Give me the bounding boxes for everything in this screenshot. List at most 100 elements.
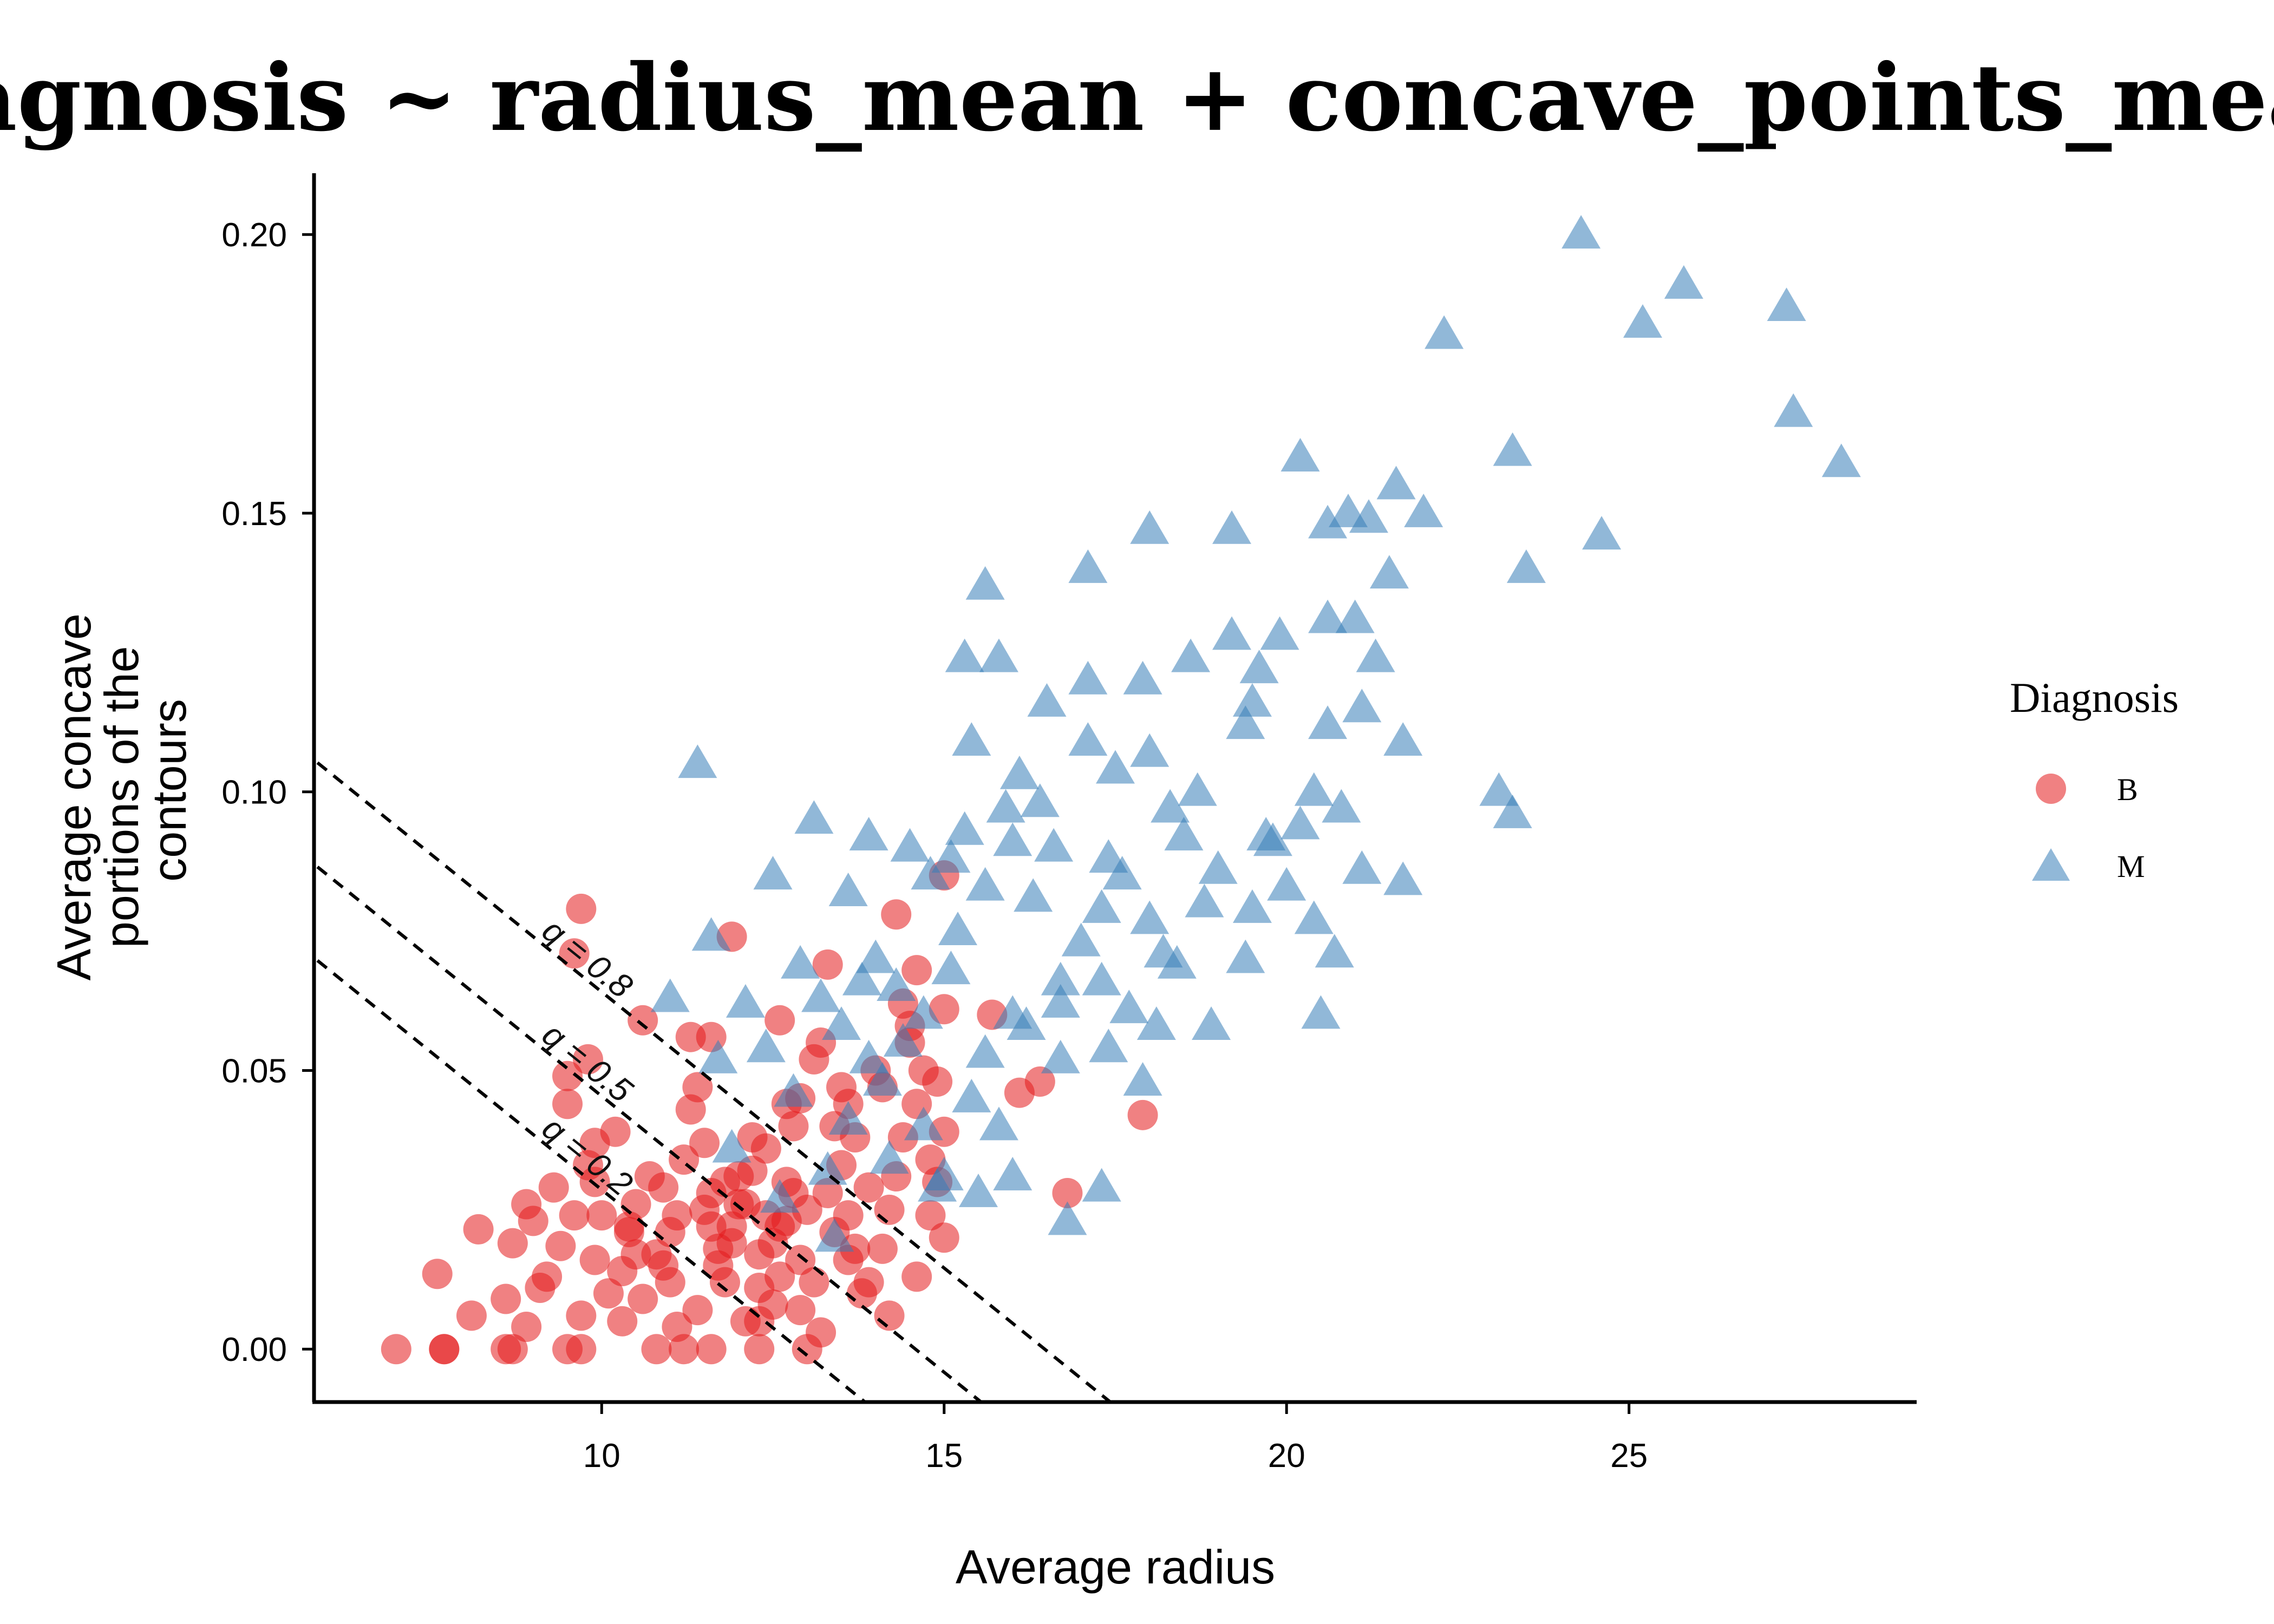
boundary-line [316,959,866,1404]
data-point-m [924,1157,964,1190]
data-point-m [1356,638,1395,672]
data-point-b [620,1239,651,1270]
data-point-m [911,856,950,890]
data-point-m [1294,772,1334,806]
x-axis-label: Average radius [956,1540,1275,1594]
data-point-b [929,1222,959,1253]
boundary-line [316,866,982,1404]
data-point-m [1479,772,1519,806]
data-point-m [1089,1029,1128,1063]
data-point-m [1151,789,1190,823]
data-point-m [965,566,1005,600]
data-point-m [1260,616,1299,650]
data-point-m [1383,861,1423,895]
data-point-m [698,1039,738,1073]
data-point-b [812,1177,843,1208]
data-point-m [1774,393,1813,427]
data-point-m [760,1179,800,1213]
data-point-b [628,1005,658,1036]
data-point-b [744,1334,775,1365]
data-point-m [1226,939,1265,973]
data-point-m [1376,466,1416,500]
data-point-m [1034,828,1074,862]
legend-label-b: B [2117,772,2138,807]
data-point-m [849,817,888,850]
data-point-m [1239,650,1279,684]
data-point-b [566,893,597,924]
data-point-m [1253,822,1292,856]
data-point-m [1369,555,1409,589]
data-point-m [1130,900,1169,934]
data-point-b [806,1317,837,1348]
data-point-m [1664,265,1703,299]
data-point-m [904,995,943,1029]
data-point-b [422,1259,453,1289]
series-b [381,860,1158,1365]
data-point-m [890,828,930,862]
data-point-m [1821,443,1861,477]
data-point-m [1424,315,1464,349]
data-point-m [904,1106,943,1141]
data-point-b [744,1272,775,1303]
data-point-m [1232,683,1272,717]
data-point-m [1082,1168,1121,1202]
data-point-m [1027,683,1067,717]
data-point-m [959,1173,998,1207]
data-point-b [579,1245,610,1275]
data-point-b [497,1228,528,1259]
data-point-m [1082,889,1121,923]
data-point-m [1020,783,1060,817]
data-point-b [744,1306,775,1337]
data-point-b [559,938,590,969]
data-point-m [1130,733,1169,767]
data-point-m [1068,722,1108,756]
chart-title: diagnosis ~ radius_mean + concave_points… [0,44,2274,152]
data-point-b [689,1128,720,1158]
y-tick-label: 0.10 [221,774,287,811]
data-point-m [842,961,881,996]
x-tick-label: 25 [1610,1437,1648,1475]
data-point-m [1280,806,1320,840]
legend: Diagnosis B M [2010,674,2179,884]
data-point-b [525,1272,556,1303]
data-point-m [828,1101,868,1135]
data-point-b [566,1334,597,1365]
data-point-b [559,1200,590,1231]
data-point-m [1506,549,1546,583]
data-point-m [1561,215,1601,249]
data-point-m [1143,934,1183,968]
data-point-b [716,1228,747,1259]
data-point-b [723,1189,754,1220]
data-point-m [1267,867,1306,901]
data-point-m [1349,499,1389,533]
data-point-m [965,867,1005,901]
data-point-b [628,1284,658,1314]
y-tick-label: 0.00 [221,1331,287,1368]
data-point-m [1308,705,1348,739]
data-point-m [1198,850,1238,884]
data-point-b [648,1250,679,1281]
data-point-m [1164,817,1204,850]
data-point-m [945,638,984,672]
y-axis-label-line-2: portions of the [95,646,148,948]
data-point-m [993,1157,1033,1190]
data-point-m [1315,934,1354,968]
data-point-b [429,1334,460,1365]
data-point-m [1041,961,1080,996]
data-point-b [737,1155,768,1186]
data-point-b [572,1044,603,1075]
data-point-m [1308,505,1348,539]
data-point-m [1335,599,1375,633]
data-point-b [456,1300,487,1331]
data-point-b [463,1214,494,1245]
y-axis-label: Average concave portions of the contours [47,613,196,980]
data-point-m [931,839,971,873]
data-point-m [1582,516,1622,550]
data-point-m [993,822,1033,856]
data-point-b [785,1295,816,1326]
data-point-b [511,1189,542,1220]
data-point-m [1096,750,1135,784]
data-point-m [870,1140,909,1174]
data-point-m [815,1218,854,1252]
